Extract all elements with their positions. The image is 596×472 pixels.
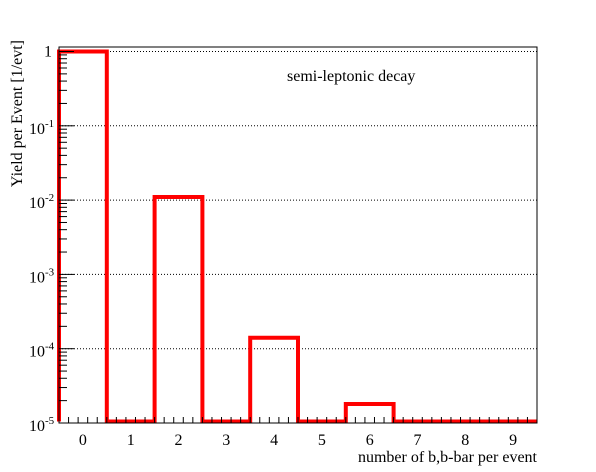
bar-6 [346,404,394,421]
y-tick-label: 10-2 [29,192,54,212]
y-tick-label: 10-1 [29,118,54,138]
x-tick-label: 1 [127,432,135,449]
y-tick-label: 10-5 [29,415,55,435]
bar-4 [250,338,298,422]
x-tick-label: 4 [270,432,278,449]
histogram-outline [57,49,537,424]
ticks-layer [58,51,538,424]
bars-layer [57,49,537,424]
x-tick-label: 0 [79,432,87,449]
y-axis-label: Yield per Event [1/evt] [9,40,26,187]
annotation-box [207,59,523,91]
bar-2 [155,197,203,421]
x-tick-label: 9 [509,432,517,449]
x-tick-label: 2 [175,432,183,449]
x-tick-label: 5 [318,432,326,449]
bar-0 [59,52,107,422]
y-tick-label: 10-4 [29,341,55,361]
y-tick-label: 1 [44,44,52,61]
x-tick-label: 6 [366,432,374,449]
x-tick-label: 8 [461,432,469,449]
chart-annotation: semi-leptonic decay [287,68,415,85]
x-tick-label: 3 [222,432,230,449]
x-axis-label: number of b,b-bar per event [358,449,538,466]
labels-layer: 0 1 2 3 4 5 6 7 8 9 1 10-1 10-2 10-3 10-4 10-5 [29,44,517,449]
y-tick-label: 10-3 [29,266,55,286]
x-tick-label: 7 [414,432,422,449]
grid-layer [59,51,537,350]
